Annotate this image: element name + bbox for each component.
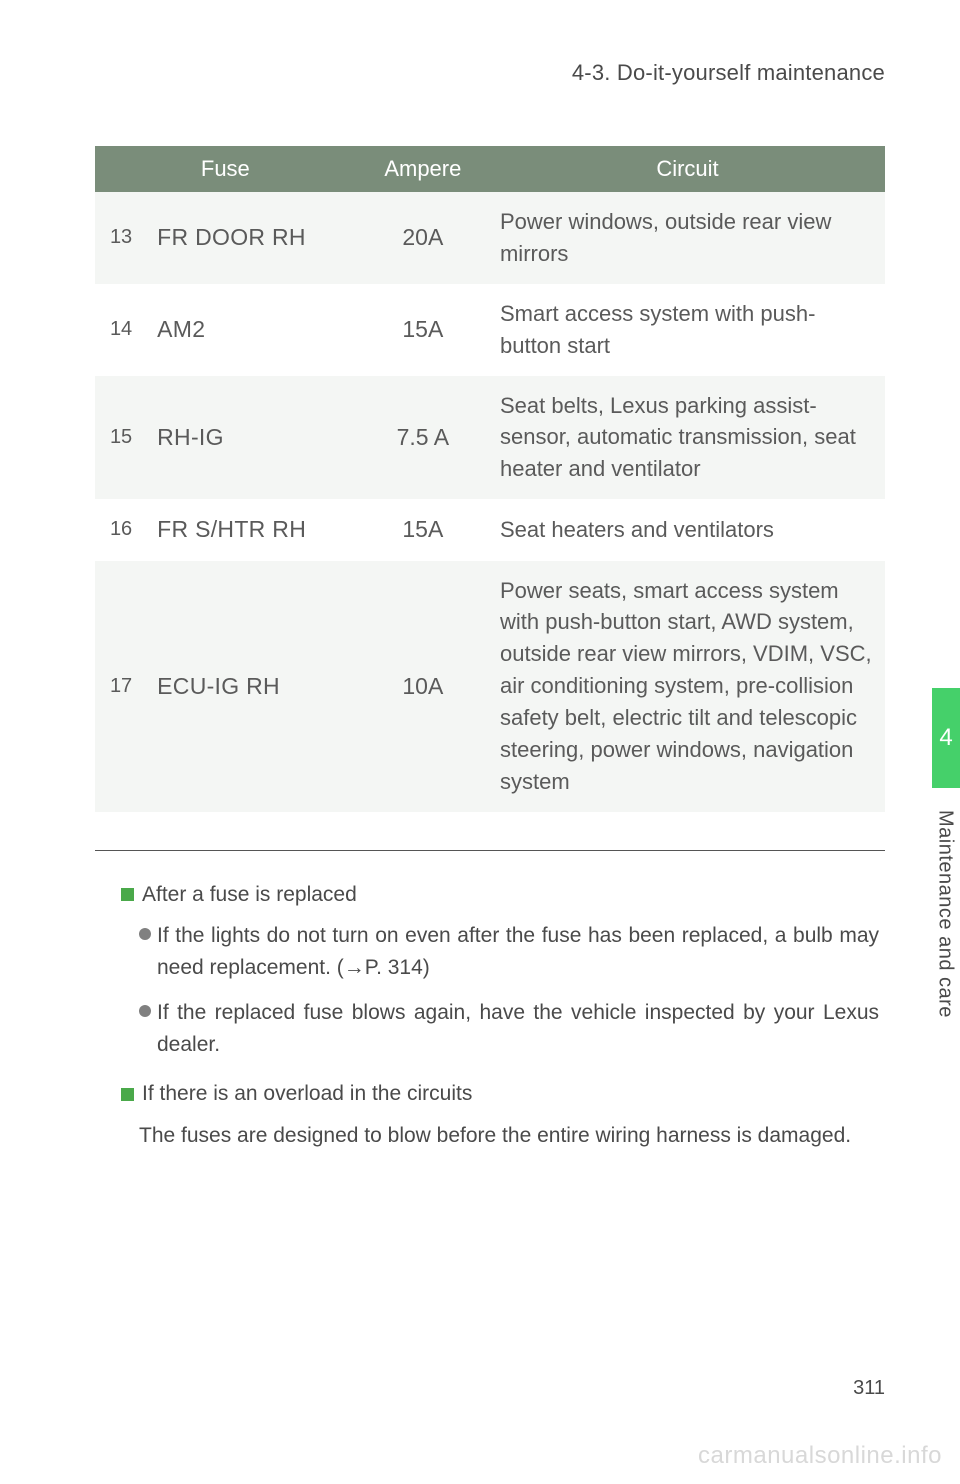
cell-ampere: 15A <box>356 284 490 376</box>
cell-ampere: 7.5 A <box>356 376 490 500</box>
col-fuse-header: Fuse <box>95 146 356 192</box>
note-bullet-item: If the lights do not turn on even after … <box>139 920 879 983</box>
cell-fuse: ECU-IG RH <box>147 561 356 812</box>
cell-fuse: RH-IG <box>147 376 356 500</box>
notes-section: After a fuse is replaced If the lights d… <box>95 879 885 1152</box>
cell-ampere: 15A <box>356 499 490 560</box>
table-row: 16 FR S/HTR RH 15A Seat heaters and vent… <box>95 499 885 560</box>
fuse-table: Fuse Ampere Circuit 13 FR DOOR RH 20A Po… <box>95 146 885 812</box>
cell-fuse: AM2 <box>147 284 356 376</box>
note-heading-2: If there is an overload in the circuits <box>121 1078 879 1110</box>
cell-circuit: Seat belts, Lexus parking assist-sensor,… <box>490 376 885 500</box>
table-row: 15 RH-IG 7.5 A Seat belts, Lexus parking… <box>95 376 885 500</box>
cell-idx: 17 <box>95 561 147 812</box>
square-bullet-icon <box>121 888 134 901</box>
page-number: 311 <box>853 1377 885 1400</box>
cell-ampere: 20A <box>356 192 490 284</box>
cell-circuit: Power seats, smart access system with pu… <box>490 561 885 812</box>
cell-idx: 14 <box>95 284 147 376</box>
page-container: 4-3. Do-it-yourself maintenance Fuse Amp… <box>0 0 960 1484</box>
cell-fuse: FR DOOR RH <box>147 192 356 284</box>
note-bullet-text: If the lights do not turn on even after … <box>157 920 879 983</box>
cell-ampere: 10A <box>356 561 490 812</box>
chapter-tab: 4 <box>932 688 960 788</box>
cell-idx: 16 <box>95 499 147 560</box>
note-heading-1-text: After a fuse is replaced <box>142 879 357 911</box>
cell-idx: 15 <box>95 376 147 500</box>
note-body-text: The fuses are designed to blow before th… <box>139 1120 879 1152</box>
cell-circuit: Seat heaters and ventilators <box>490 499 885 560</box>
chapter-side-label: Maintenance and care <box>930 810 960 1130</box>
note-heading-1: After a fuse is replaced <box>121 879 879 911</box>
section-divider <box>95 850 885 851</box>
note-bullet-text: If the replaced fuse blows again, have t… <box>157 997 879 1060</box>
dot-bullet-icon <box>139 1005 151 1017</box>
section-header: 4-3. Do-it-yourself maintenance <box>95 60 885 86</box>
cell-circuit: Power windows, outside rear view mirrors <box>490 192 885 284</box>
cell-idx: 13 <box>95 192 147 284</box>
note-heading-2-text: If there is an overload in the circuits <box>142 1078 472 1110</box>
dot-bullet-icon <box>139 928 151 940</box>
watermark-text: carmanualsonline.info <box>698 1442 942 1470</box>
table-row: 14 AM2 15A Smart access system with push… <box>95 284 885 376</box>
col-circuit-header: Circuit <box>490 146 885 192</box>
table-header-row: Fuse Ampere Circuit <box>95 146 885 192</box>
table-row: 13 FR DOOR RH 20A Power windows, outside… <box>95 192 885 284</box>
col-ampere-header: Ampere <box>356 146 490 192</box>
note-bullet-item: If the replaced fuse blows again, have t… <box>139 997 879 1060</box>
table-row: 17 ECU-IG RH 10A Power seats, smart acce… <box>95 561 885 812</box>
cell-fuse: FR S/HTR RH <box>147 499 356 560</box>
cell-circuit: Smart access system with push-button sta… <box>490 284 885 376</box>
square-bullet-icon <box>121 1088 134 1101</box>
